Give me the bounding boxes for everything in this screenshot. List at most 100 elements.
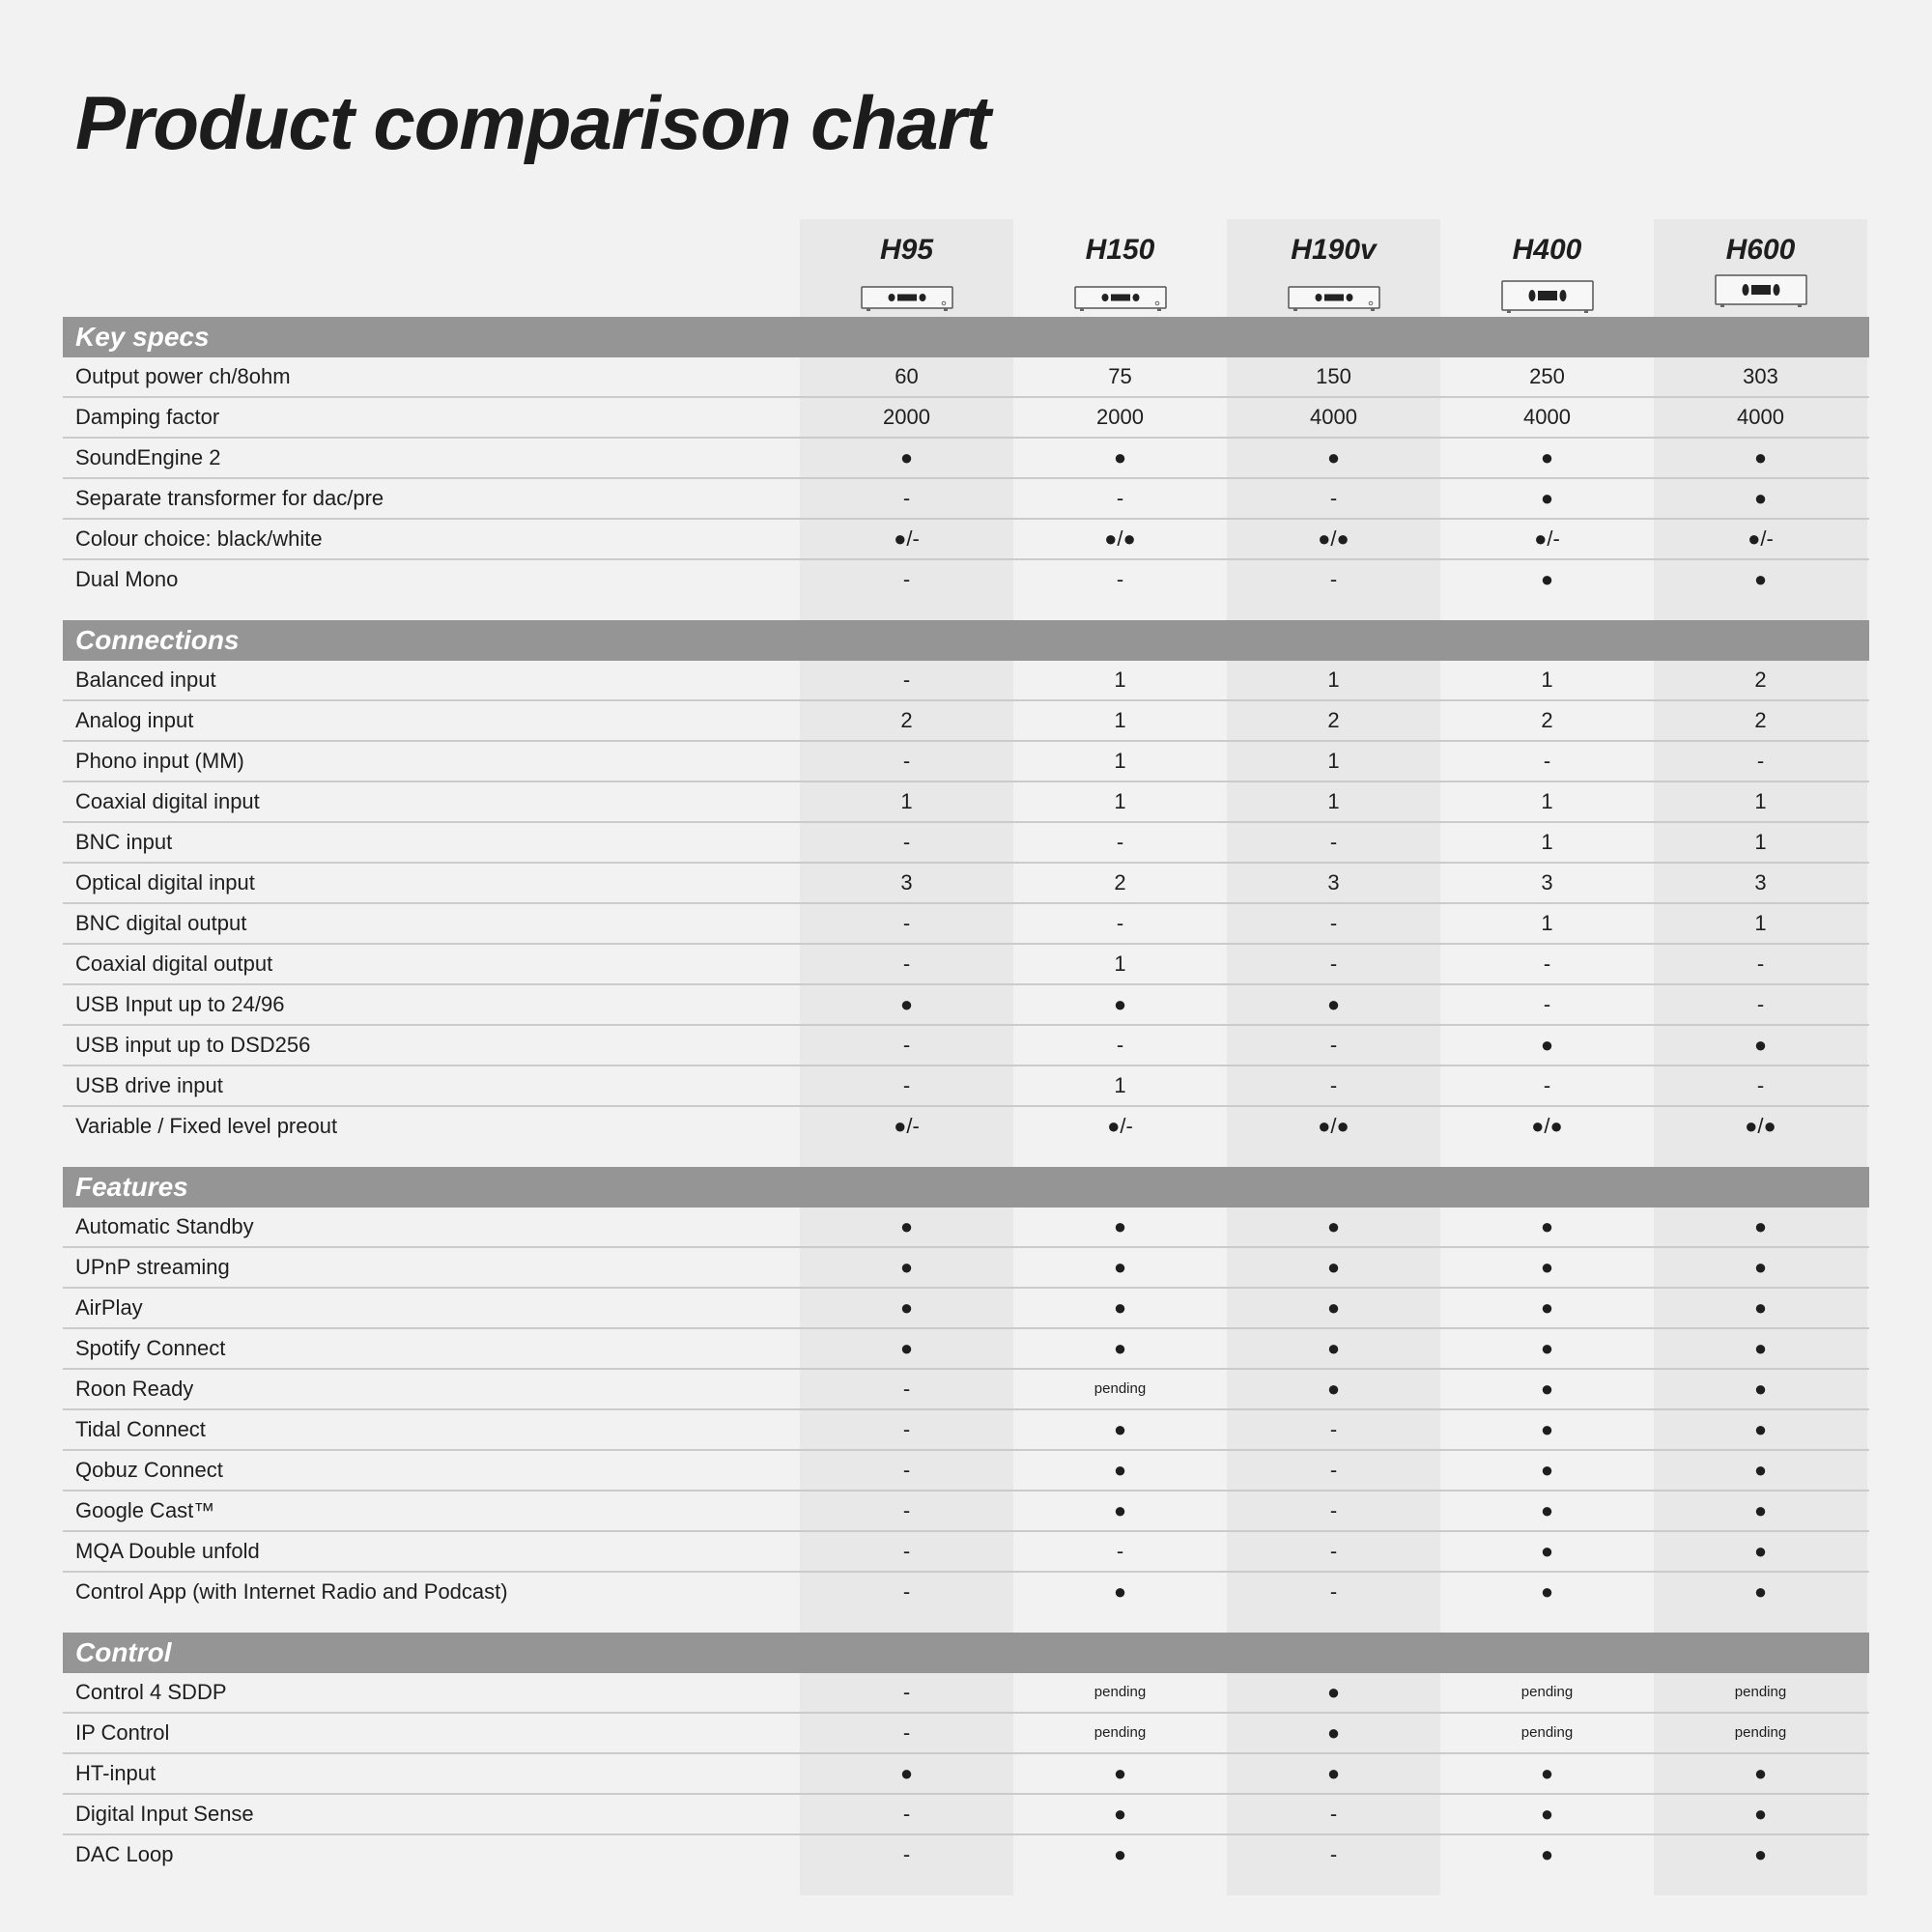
value-cell: pending bbox=[1654, 1714, 1867, 1752]
value-cell: - bbox=[1543, 992, 1551, 1016]
header-spacer bbox=[63, 219, 800, 317]
row-label: SoundEngine 2 bbox=[75, 445, 221, 469]
value-cell: ● bbox=[1540, 1295, 1554, 1320]
value-cell: - bbox=[1227, 1795, 1440, 1833]
value-cell: - bbox=[1227, 560, 1440, 620]
value-cell: - bbox=[800, 1026, 1013, 1065]
value-cell: ● bbox=[800, 985, 1013, 1024]
row-label: IP Control bbox=[75, 1720, 170, 1745]
row-label: Separate transformer for dac/pre bbox=[75, 486, 384, 510]
value-cell: 60 bbox=[800, 357, 1013, 396]
row-label: Coaxial digital input bbox=[75, 789, 260, 813]
value-cell: - bbox=[1654, 945, 1867, 983]
table-row: USB drive input - 1 - - - bbox=[63, 1066, 1869, 1107]
value-cell: ●/● bbox=[1531, 1114, 1563, 1138]
value-cell: - bbox=[1227, 1066, 1440, 1105]
row-label: AirPlay bbox=[75, 1295, 143, 1320]
value-cell: 303 bbox=[1654, 357, 1867, 396]
table-row: Output power ch/8ohm 60 75 150 250 303 bbox=[63, 357, 1869, 398]
value-cell: - bbox=[1227, 945, 1440, 983]
value-cell: ● bbox=[1227, 439, 1440, 477]
product-header-row: H95 H150 H190v H400 H600 bbox=[63, 219, 1869, 317]
value-cell: - bbox=[800, 479, 1013, 518]
row-label: Coaxial digital output bbox=[75, 952, 273, 976]
value-cell: ●/- bbox=[800, 520, 1013, 558]
value-cell: - bbox=[800, 1573, 1013, 1633]
value-cell: ● bbox=[800, 1754, 1013, 1793]
value-cell: ● bbox=[1654, 1754, 1867, 1793]
amplifier-device-icon bbox=[1227, 271, 1440, 321]
value-cell: - bbox=[800, 1532, 1013, 1571]
value-cell: 1 bbox=[1114, 952, 1126, 976]
row-label: MQA Double unfold bbox=[75, 1539, 260, 1563]
value-cell: ● bbox=[1654, 1410, 1867, 1449]
row-label: Balanced input bbox=[75, 668, 216, 692]
product-name: H190v bbox=[1291, 234, 1377, 266]
row-label: USB input up to DSD256 bbox=[75, 1033, 311, 1057]
value-cell: 1 bbox=[1114, 708, 1126, 732]
value-cell: - bbox=[1227, 1532, 1440, 1571]
page-title: Product comparison chart bbox=[75, 80, 991, 165]
value-cell: ● bbox=[1113, 1214, 1127, 1238]
value-cell: 1 bbox=[1541, 668, 1553, 692]
product-name: H400 bbox=[1512, 234, 1582, 266]
value-cell: pending bbox=[1654, 1673, 1867, 1712]
value-cell: ● bbox=[1227, 1248, 1440, 1287]
value-cell: ● bbox=[1113, 1579, 1127, 1604]
value-cell: 250 bbox=[1529, 364, 1565, 388]
value-cell: ● bbox=[1540, 1842, 1554, 1866]
value-cell: 3 bbox=[1654, 864, 1867, 902]
value-cell: ● bbox=[1113, 1498, 1127, 1522]
value-cell: 4000 bbox=[1654, 398, 1867, 437]
value-cell: ●/● bbox=[1227, 1107, 1440, 1167]
row-label: Spotify Connect bbox=[75, 1336, 226, 1360]
row-label: Automatic Standby bbox=[75, 1214, 254, 1238]
value-cell: ● bbox=[1654, 1835, 1867, 1895]
table-row: IP Control - pending ● pending pending bbox=[63, 1714, 1869, 1754]
value-cell: - bbox=[800, 742, 1013, 781]
row-label: USB drive input bbox=[75, 1073, 223, 1097]
value-cell: ● bbox=[1654, 439, 1867, 477]
value-cell: 2 bbox=[1541, 708, 1553, 732]
value-cell: ● bbox=[1654, 1208, 1867, 1246]
table-row: Digital Input Sense - ● - ● ● bbox=[63, 1795, 1869, 1835]
section-header: Key specs bbox=[63, 317, 1869, 357]
value-cell: 1 bbox=[1654, 823, 1867, 862]
value-cell: - bbox=[1227, 1026, 1440, 1065]
row-label: Control 4 SDDP bbox=[75, 1680, 227, 1704]
comparison-table: H95 H150 H190v H400 H600 Key specs Output powe… bbox=[63, 219, 1869, 1895]
row-label: Control App (with Internet Radio and Pod… bbox=[75, 1579, 508, 1604]
value-cell: ● bbox=[1113, 445, 1127, 469]
table-row: USB input up to DSD256 - - - ● ● bbox=[63, 1026, 1869, 1066]
value-cell: ● bbox=[1113, 1842, 1127, 1866]
value-cell: 1 bbox=[1227, 661, 1440, 699]
row-label: BNC digital output bbox=[75, 911, 247, 935]
value-cell: ● bbox=[1654, 1451, 1867, 1490]
table-row: UPnP streaming ● ● ● ● ● bbox=[63, 1248, 1869, 1289]
product-header: H190v bbox=[1227, 219, 1440, 317]
value-cell: - bbox=[800, 1492, 1013, 1530]
value-cell: - bbox=[1543, 749, 1551, 773]
row-label: Damping factor bbox=[75, 405, 220, 429]
value-cell: ● bbox=[1113, 1336, 1127, 1360]
row-label: Tidal Connect bbox=[75, 1417, 206, 1441]
value-cell: pending bbox=[1094, 1380, 1147, 1397]
value-cell: ● bbox=[1540, 567, 1554, 591]
section-header: Control bbox=[63, 1633, 1869, 1673]
value-cell: - bbox=[1654, 742, 1867, 781]
value-cell: ● bbox=[1227, 1754, 1440, 1793]
value-cell: ●/- bbox=[1534, 526, 1560, 551]
value-cell: ● bbox=[800, 1289, 1013, 1327]
value-cell: ● bbox=[1227, 1370, 1440, 1408]
value-cell: ●/- bbox=[800, 1107, 1013, 1167]
value-cell: ● bbox=[1654, 1795, 1867, 1833]
table-row: AirPlay ● ● ● ● ● bbox=[63, 1289, 1869, 1329]
row-label: Qobuz Connect bbox=[75, 1458, 223, 1482]
value-cell: 1 bbox=[1541, 789, 1553, 813]
value-cell: 1 bbox=[1541, 911, 1553, 935]
table-row: SoundEngine 2 ● ● ● ● ● bbox=[63, 439, 1869, 479]
value-cell: ● bbox=[1654, 1370, 1867, 1408]
value-cell: ● bbox=[1654, 1492, 1867, 1530]
row-label: HT-input bbox=[75, 1761, 156, 1785]
value-cell: 1 bbox=[1114, 1073, 1126, 1097]
